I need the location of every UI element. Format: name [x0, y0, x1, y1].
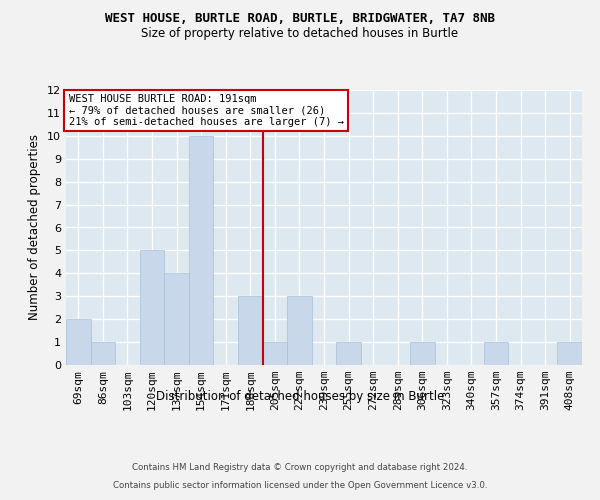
Bar — [91, 342, 115, 365]
Bar — [287, 296, 312, 365]
Bar — [557, 342, 582, 365]
Text: Distribution of detached houses by size in Burtle: Distribution of detached houses by size … — [156, 390, 444, 403]
Bar — [66, 319, 91, 365]
Text: Size of property relative to detached houses in Burtle: Size of property relative to detached ho… — [142, 28, 458, 40]
Bar — [140, 250, 164, 365]
Text: WEST HOUSE, BURTLE ROAD, BURTLE, BRIDGWATER, TA7 8NB: WEST HOUSE, BURTLE ROAD, BURTLE, BRIDGWA… — [105, 12, 495, 26]
Y-axis label: Number of detached properties: Number of detached properties — [28, 134, 41, 320]
Bar — [189, 136, 214, 365]
Text: Contains HM Land Registry data © Crown copyright and database right 2024.: Contains HM Land Registry data © Crown c… — [132, 464, 468, 472]
Bar — [484, 342, 508, 365]
Text: Contains public sector information licensed under the Open Government Licence v3: Contains public sector information licen… — [113, 481, 487, 490]
Bar — [238, 296, 263, 365]
Bar — [410, 342, 434, 365]
Text: WEST HOUSE BURTLE ROAD: 191sqm
← 79% of detached houses are smaller (26)
21% of : WEST HOUSE BURTLE ROAD: 191sqm ← 79% of … — [68, 94, 344, 128]
Bar — [263, 342, 287, 365]
Bar — [164, 274, 189, 365]
Bar — [336, 342, 361, 365]
